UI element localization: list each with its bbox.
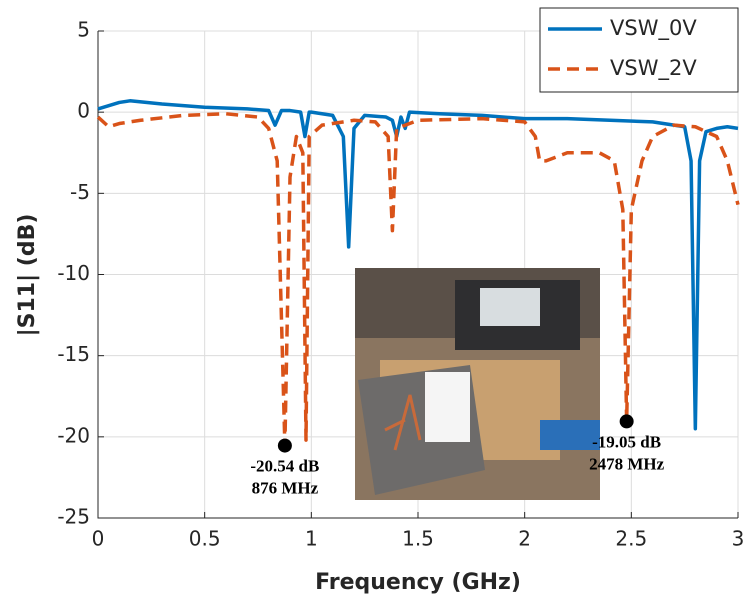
x-tick-label: 0 xyxy=(92,527,105,551)
inset-photo xyxy=(355,268,600,500)
annotation-text: -20.54 dB xyxy=(250,457,319,476)
x-tick-label: 2.5 xyxy=(615,527,647,551)
y-tick-label: 5 xyxy=(77,18,90,42)
axes xyxy=(97,31,738,519)
annotation-text: -19.05 dB xyxy=(592,432,661,451)
y-tick-label: -25 xyxy=(57,505,90,529)
x-axis-label: Frequency (GHz) xyxy=(315,570,521,595)
annotation-marker xyxy=(277,438,292,453)
x-tick-label: 3 xyxy=(732,527,745,551)
x-tick-label: 1.5 xyxy=(402,527,434,551)
y-tick-label: -20 xyxy=(57,423,90,447)
series-line xyxy=(96,112,740,448)
legend-label: VSW_0V xyxy=(610,16,697,41)
x-tick-label: 1 xyxy=(305,527,318,551)
legend-box xyxy=(539,7,739,93)
y-tick-label: -5 xyxy=(70,180,90,204)
y-tick-label: 0 xyxy=(77,99,90,123)
y-tick-label: -15 xyxy=(57,342,90,366)
y-tick-label: -10 xyxy=(57,261,90,285)
annotation-text: 2478 MHz xyxy=(589,454,665,473)
x-tick-label: 0.5 xyxy=(189,527,221,551)
series-line xyxy=(97,99,739,431)
y-axis-label: |S11| (dB) xyxy=(15,214,40,337)
annotation-text: 876 MHz xyxy=(252,479,319,498)
x-tick-label: 2 xyxy=(518,527,531,551)
annotation-marker xyxy=(619,414,634,429)
legend-label: VSW_2V xyxy=(610,56,697,81)
